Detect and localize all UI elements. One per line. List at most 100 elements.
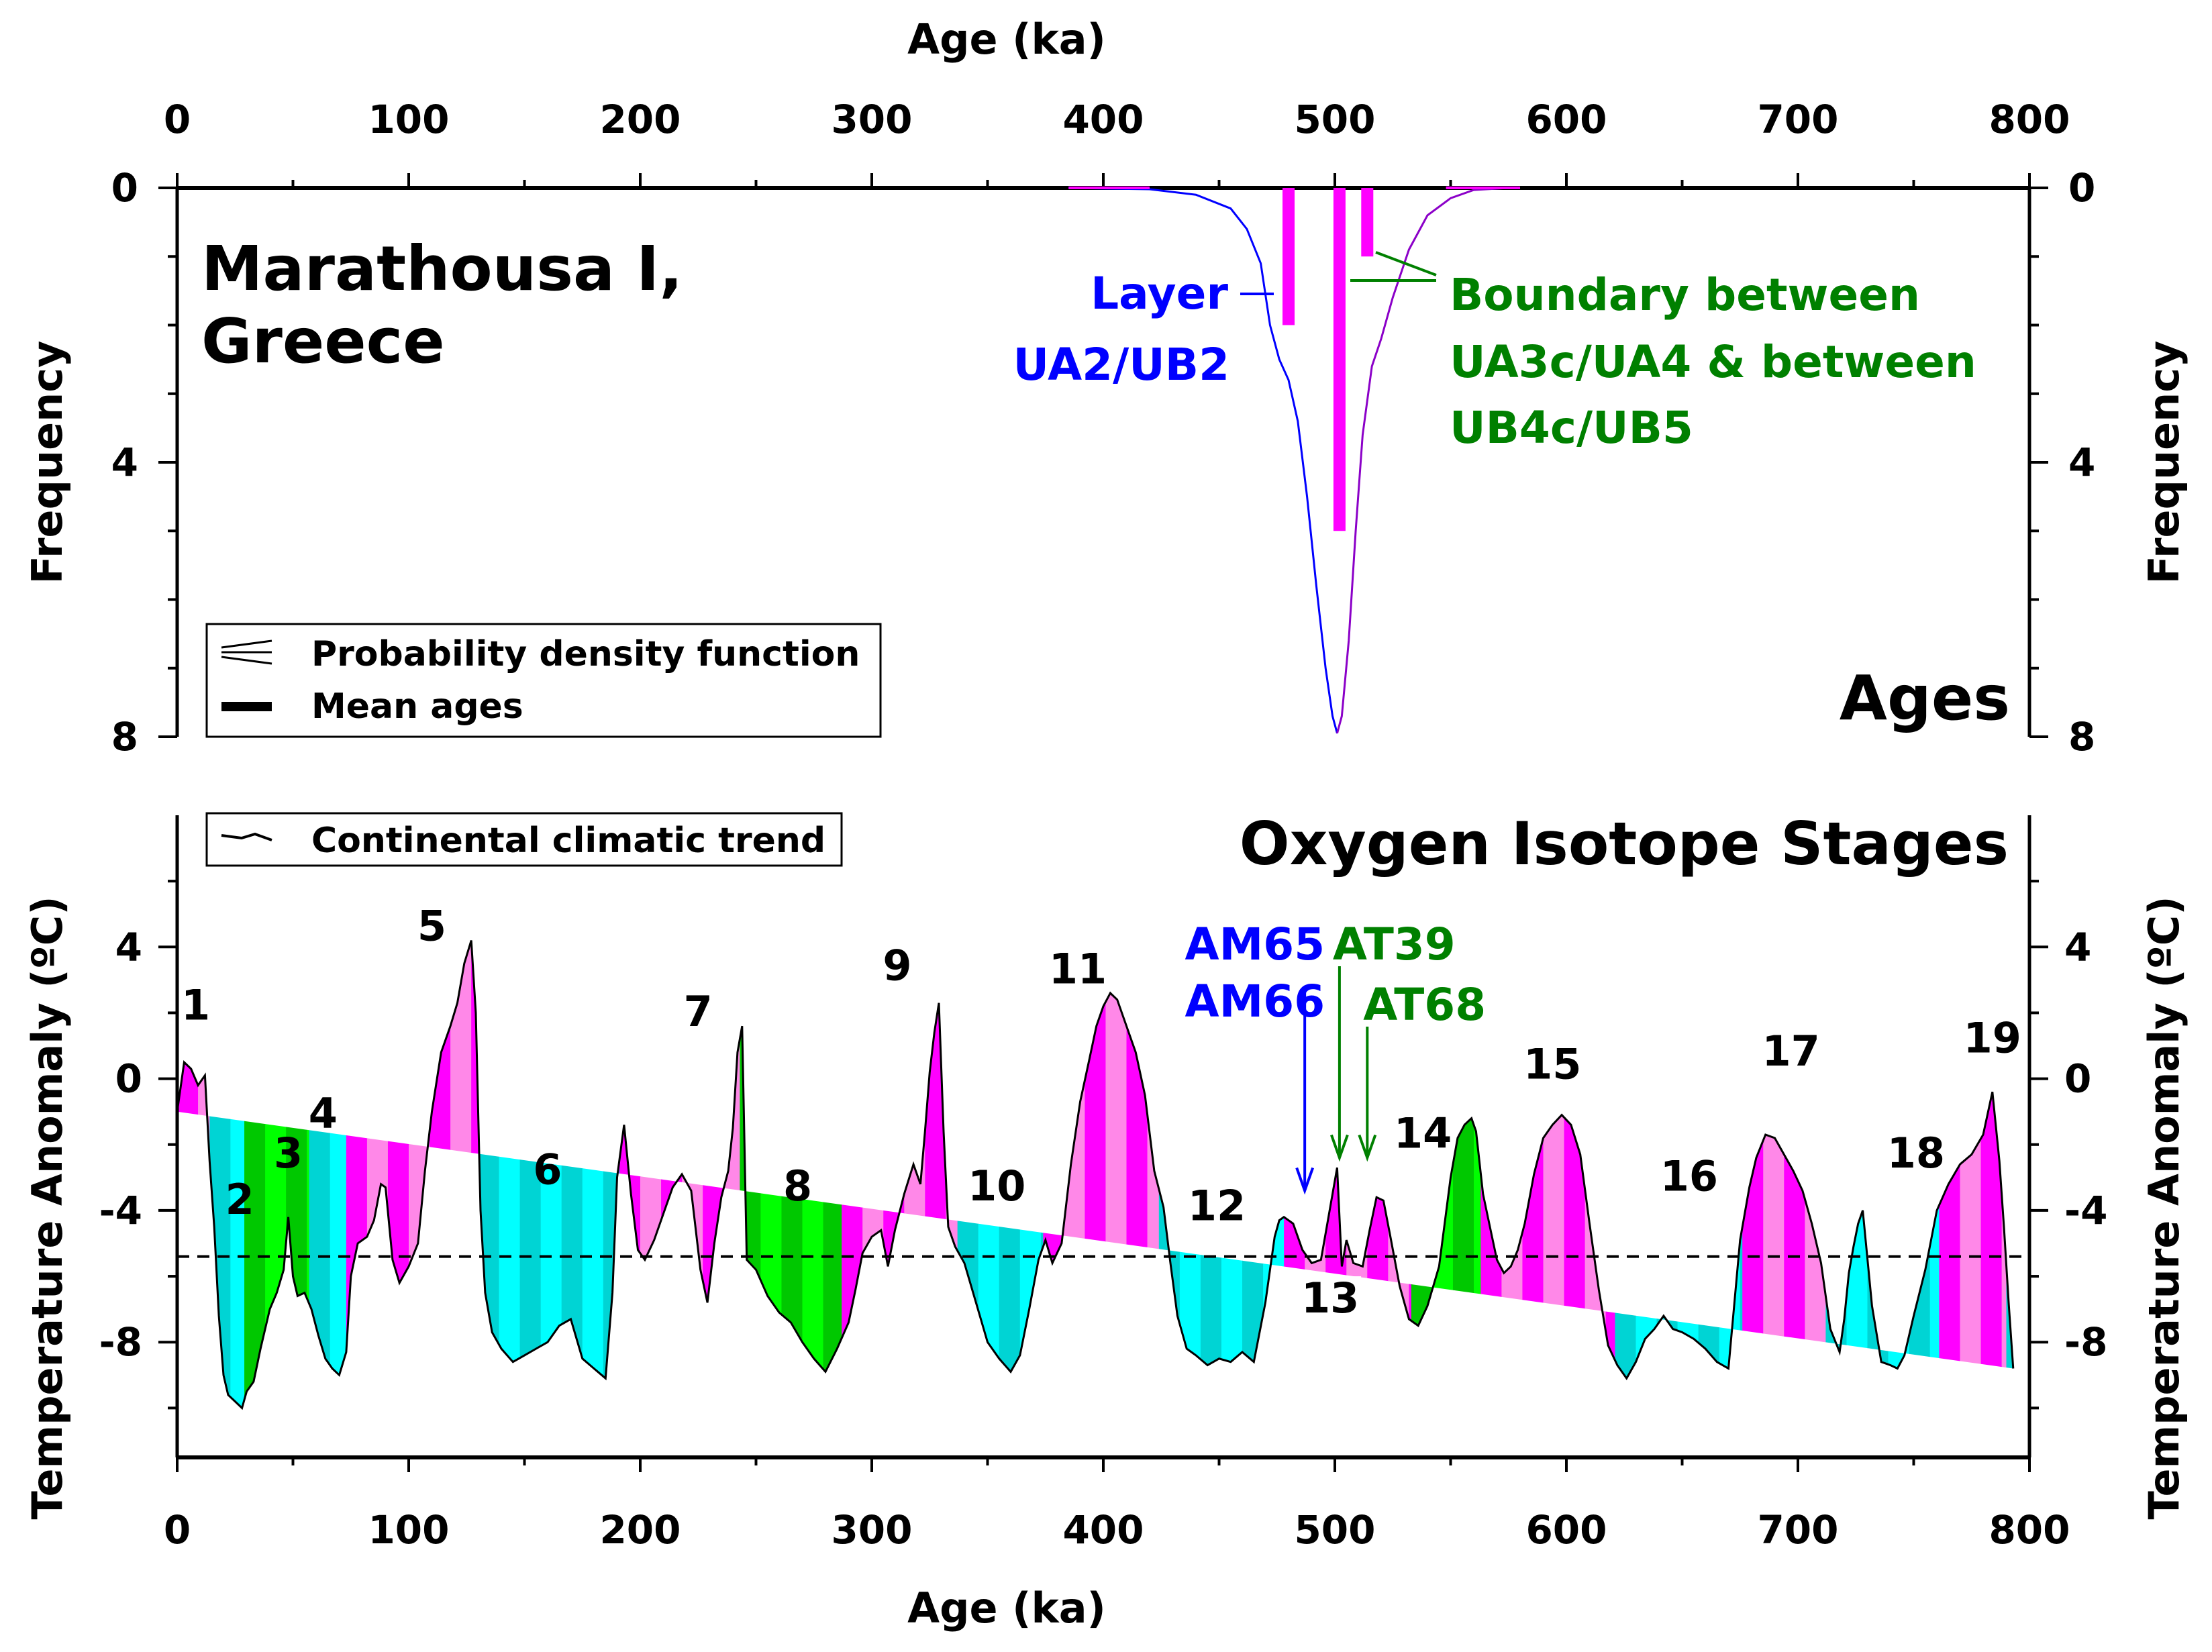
stage-band-segment [366, 940, 389, 1408]
boundary-annotation-line-1: Boundary between [1450, 269, 1920, 321]
stage-band-segment [978, 940, 1000, 1408]
boundary-annotation-line-3: UB4c/UB5 [1450, 402, 1693, 454]
stage-band-segment [1585, 940, 1607, 1408]
ages-right-y-tick-0: 0 [2068, 165, 2095, 211]
stage-band-segment [1784, 940, 1805, 1408]
temp-left-y-tick--8: -8 [99, 1319, 142, 1365]
stage-band-segment [904, 940, 925, 1408]
stage-band-segment [2006, 940, 2013, 1408]
top-x-axis-label: Age (ka) [907, 15, 1106, 64]
site-title-line-1: Marathousa I, [201, 233, 683, 305]
trend-legend-label: Continental climatic trend [311, 821, 825, 861]
stage-band-segment [760, 940, 783, 1408]
stage-band-segment [1040, 940, 1044, 1408]
stage-label-9: 9 [883, 941, 911, 990]
temperature-y-label-left: Temperature Anomaly (ºC) [23, 896, 72, 1519]
stage-band-segment [802, 940, 824, 1408]
stage-band-segment [1085, 940, 1107, 1408]
ages-right-y-tick-4: 4 [2068, 440, 2095, 485]
stage-band-segment [781, 940, 803, 1408]
stage-color-bands [177, 940, 2013, 1408]
top-x-tick-800: 800 [1989, 97, 2070, 142]
stage-band-segment [2001, 940, 2007, 1408]
ages-right-y-tick-8: 8 [2068, 714, 2095, 760]
stage-band-segment [1677, 940, 1699, 1408]
mean-age-bars [1283, 188, 1374, 531]
ages-left-y-tick-8: 8 [111, 714, 138, 760]
stage-band-segment [177, 940, 199, 1408]
pdf-curve-layer [1068, 187, 1338, 734]
temp-left-y-tick-4: 4 [115, 924, 142, 970]
stage-band-segment [862, 940, 884, 1408]
top-x-tick-600: 600 [1525, 97, 1607, 142]
stage-label-19: 19 [1964, 1013, 2021, 1062]
stage-band-segment [387, 940, 409, 1408]
stage-band-segment [603, 940, 620, 1408]
stage-label-1: 1 [181, 980, 210, 1029]
stage-band-segment [1825, 940, 1848, 1408]
sample-arrow-head-1 [1330, 1134, 1349, 1162]
pdf-legend-swatch [221, 639, 272, 665]
bottom-x-tick-200: 200 [599, 1507, 681, 1553]
trend-legend-swatch [221, 832, 272, 841]
sample-arrow-head-2 [1358, 1134, 1377, 1162]
stage-band-segment [1501, 940, 1523, 1408]
top-x-tick-labels: 0 100 200 300 400 500 600 700 800 [164, 97, 2070, 142]
stage-band-segment [519, 940, 542, 1408]
stage-band-segment [823, 940, 842, 1408]
stage-band-segment [1656, 940, 1678, 1408]
stage-band-segment [1605, 940, 1616, 1408]
stage-band-segment [346, 940, 368, 1408]
stage-band-segment [478, 940, 500, 1408]
sample-arrow-head-0 [1295, 1167, 1315, 1195]
pdf-curve-boundary [1336, 187, 1520, 734]
stage-band-segment [1740, 940, 1743, 1408]
stage-label-6: 6 [533, 1145, 562, 1194]
top-x-tick-200: 200 [599, 97, 681, 142]
stage-label-3: 3 [274, 1129, 303, 1178]
stage-label-13: 13 [1301, 1274, 1359, 1323]
stage-label-5: 5 [417, 901, 446, 950]
stage-band-segment [1960, 940, 1982, 1408]
stage-label-8: 8 [783, 1161, 812, 1210]
pdf-legend-label: Probability density function [311, 634, 860, 674]
stage-label-14: 14 [1394, 1109, 1452, 1158]
temp-right-y-tick-0: 0 [2064, 1056, 2091, 1102]
bottom-x-tick-500: 500 [1294, 1507, 1375, 1553]
sample-label-am65: AM65 [1185, 919, 1325, 970]
stage-band-segment [1867, 940, 1889, 1408]
bottom-x-tick-800: 800 [1989, 1507, 2070, 1553]
sample-label-am66: AM66 [1185, 976, 1325, 1027]
stage-band-segment [703, 940, 724, 1408]
stage-band-segment [450, 940, 472, 1408]
ages-left-y-tick-0: 0 [111, 165, 138, 211]
stage-band-segment [230, 940, 245, 1408]
continental-climatic-trend-line [176, 940, 2015, 1410]
stage-label-12: 12 [1188, 1182, 1246, 1231]
temperature-panel-title: Oxygen Isotope Stages [1240, 809, 2009, 878]
top-x-tick-300: 300 [831, 97, 912, 142]
stage-label-2: 2 [225, 1175, 254, 1224]
top-x-tick-0: 0 [164, 97, 191, 142]
stage-band-segment [1284, 940, 1305, 1408]
stage-band-segment [209, 940, 231, 1408]
stage-band-segment [1980, 940, 2003, 1408]
stage-band-segment [957, 940, 979, 1408]
bottom-x-tick-400: 400 [1062, 1507, 1144, 1553]
stage-label-17: 17 [1762, 1027, 1820, 1076]
mean-ages-legend-label: Mean ages [311, 686, 523, 727]
stage-label-11: 11 [1049, 944, 1107, 993]
stage-band-segment [640, 940, 662, 1408]
mean-age-bar-514 [1361, 188, 1374, 257]
stage-band-segment [883, 940, 905, 1408]
stage-band-segment [1325, 940, 1347, 1408]
stage-label-16: 16 [1660, 1151, 1718, 1200]
site-title-line-2: Greece [201, 305, 445, 377]
stage-band-segment [1179, 940, 1201, 1408]
stage-band-segment [1263, 940, 1285, 1408]
ages-legend-box [205, 623, 882, 738]
stage-band-segment [1763, 940, 1784, 1408]
stage-band-segment [946, 940, 958, 1408]
